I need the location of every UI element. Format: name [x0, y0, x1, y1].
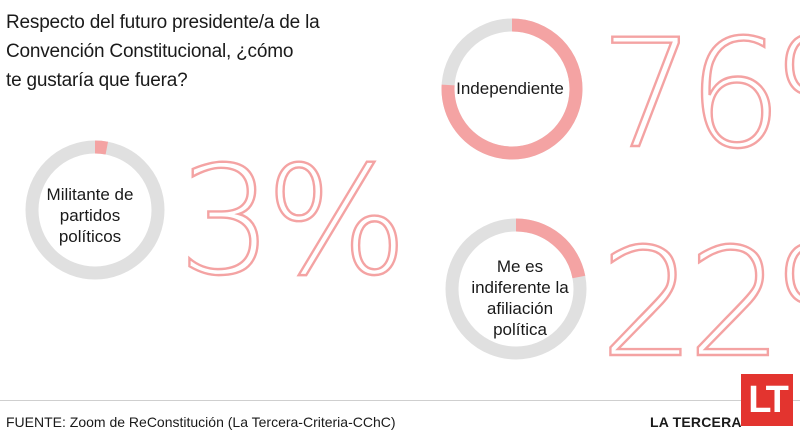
percentage-value-independiente: 76%: [600, 8, 800, 182]
ring-label-line: políticos: [58, 227, 122, 246]
ring-label-line: Me es: [496, 257, 544, 276]
title-line: Respecto del futuro presidente/a de la: [6, 12, 320, 33]
donut-segment-independiente: [441, 18, 583, 160]
ring-label-militante: Militante de partidos políticos: [25, 184, 155, 247]
donut-militante: [25, 140, 165, 280]
ring-label-independiente: Independiente: [445, 78, 575, 99]
ring-label-line: indiferente la: [471, 278, 569, 297]
ring-label-line: política: [493, 320, 547, 339]
donut-indiferente: [445, 218, 587, 360]
donut-segment-militante: [94, 140, 109, 155]
title-line: te gustaría que fuera?: [6, 70, 188, 91]
ring-label-line: partidos: [59, 206, 121, 225]
brand-name: LA TERCERA: [650, 414, 742, 430]
donut-independiente: [441, 18, 583, 160]
brand-logo: LT: [741, 374, 793, 426]
donut-charts: 76% 3% 22%: [25, 7, 800, 392]
ring-label-indiferente: Me es indiferente la afiliación política: [455, 256, 585, 340]
chart-title: Respecto del futuro presidente/a de la C…: [6, 8, 366, 95]
percentage-value-indiferente: 22%: [600, 217, 800, 391]
ring-label-line: Militante de: [46, 185, 134, 204]
source-note: FUENTE: Zoom de ReConstitución (La Terce…: [6, 414, 396, 430]
ring-label-line: afiliación: [486, 299, 554, 318]
percentage-value-militante: 3%: [178, 135, 400, 309]
footer-divider: [0, 400, 800, 401]
title-line: Convención Constitucional, ¿cómo: [6, 41, 294, 62]
ring-label-line: Independiente: [456, 79, 564, 98]
donut-segment-indiferente: [515, 218, 586, 279]
